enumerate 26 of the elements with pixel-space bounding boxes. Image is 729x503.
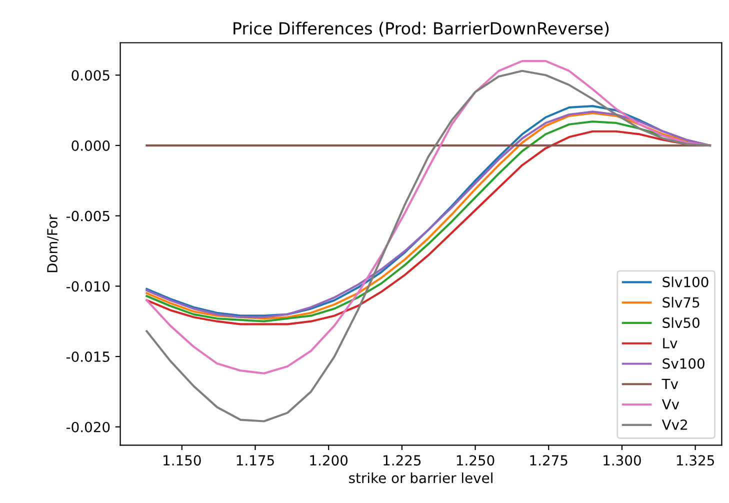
legend-label: Slv75 xyxy=(662,296,700,308)
legend-label: Sv100 xyxy=(662,358,704,369)
y-tick-label: 0.000 xyxy=(72,140,110,151)
legend-label: Vv xyxy=(662,399,680,410)
x-tick-label: 1.250 xyxy=(456,455,494,466)
legend-label: Lv xyxy=(663,338,678,348)
y-tick-label: -0.010 xyxy=(66,281,110,292)
y-tick-label: 0.005 xyxy=(72,70,110,81)
x-tick-label: 1.150 xyxy=(164,455,201,466)
y-tick-label: -0.005 xyxy=(66,210,110,222)
legend-label: Slv100 xyxy=(662,276,708,288)
y-tick-label: -0.020 xyxy=(66,422,110,432)
y-axis-title: Dom/For xyxy=(47,214,59,272)
x-tick-label: 1.225 xyxy=(384,455,421,466)
legend-label: Tv xyxy=(662,378,678,389)
chart-title: Price Differences (Prod: BarrierDownReverse) xyxy=(234,22,609,37)
x-tick-label: 1.300 xyxy=(604,455,641,466)
line-series xyxy=(146,60,712,374)
x-axis-title: strike or barrier level xyxy=(349,472,492,484)
x-tick-label: 1.175 xyxy=(236,455,274,466)
legend-label: Vv2 xyxy=(662,419,687,430)
x-tick-label: 1.325 xyxy=(676,455,714,466)
x-tick-label: 1.200 xyxy=(310,455,348,466)
legend-label: Slv50 xyxy=(662,317,700,328)
y-tick-label: -0.015 xyxy=(66,351,110,362)
x-tick-label: 1.275 xyxy=(530,455,568,466)
